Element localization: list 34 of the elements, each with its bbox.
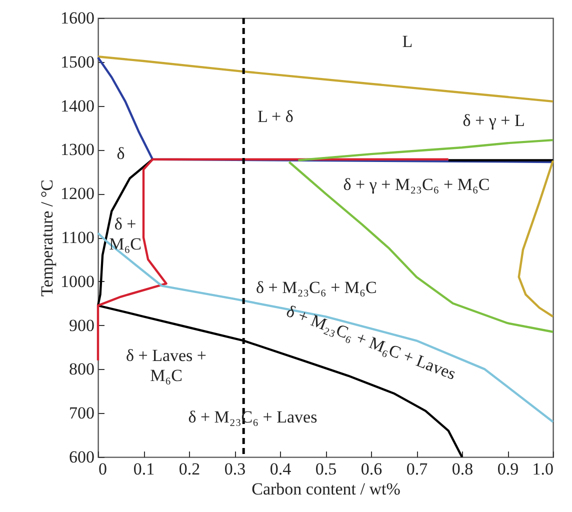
y-tick-label: 700 [69, 404, 94, 423]
x-axis-title: Carbon content / wt% [252, 480, 400, 498]
annotation: δ + γ + L [462, 111, 525, 130]
x-tick-label: 0 [98, 460, 107, 478]
x-tick-label: 0.4 [270, 460, 292, 478]
annotation: δ [116, 144, 125, 164]
y-tick-label: 1000 [60, 272, 94, 291]
annotation: δ + Laves + M₆C [126, 346, 207, 386]
annotation: δ + M₂₃C₆ + M₆C + Laves [284, 301, 458, 384]
x-tick-label: 0.3 [224, 460, 246, 478]
annotation: L + δ [258, 106, 294, 126]
y-tick-label: 1100 [61, 228, 94, 247]
y-tick-label: 1300 [60, 140, 94, 160]
x-tick-label: 0.5 [315, 460, 337, 478]
annotation: L [402, 32, 413, 52]
y-tick-label: 800 [69, 360, 94, 379]
annotation: δ + M₂₃C₆ + M₆C [256, 278, 377, 297]
y-tick-label: 1600 [60, 8, 94, 28]
x-tick-label: 0.7 [406, 460, 428, 478]
x-tick-label: 0.6 [360, 460, 382, 478]
y-axis-title: Temperature / °C [38, 179, 56, 297]
x-tick-label: 1.0 [532, 460, 554, 478]
x-tick-label: 0.8 [452, 460, 474, 478]
y-tick-label: 1200 [60, 184, 94, 204]
annotation: δ + M₆C [109, 214, 142, 254]
x-tick-label: 0.9 [497, 460, 519, 478]
y-tick-label: 1400 [60, 96, 94, 116]
x-tick-label: 0.1 [133, 460, 155, 478]
y-tick-label: 600 [69, 448, 94, 466]
y-tick-label: 1500 [60, 52, 94, 72]
annotation: δ + M₂₃C₆ + Laves [188, 407, 318, 426]
x-tick-label: 0.2 [178, 460, 200, 478]
annotation: δ + γ + M₂₃C₆ + M₆C [343, 174, 490, 194]
y-tick-label: 900 [69, 316, 94, 335]
